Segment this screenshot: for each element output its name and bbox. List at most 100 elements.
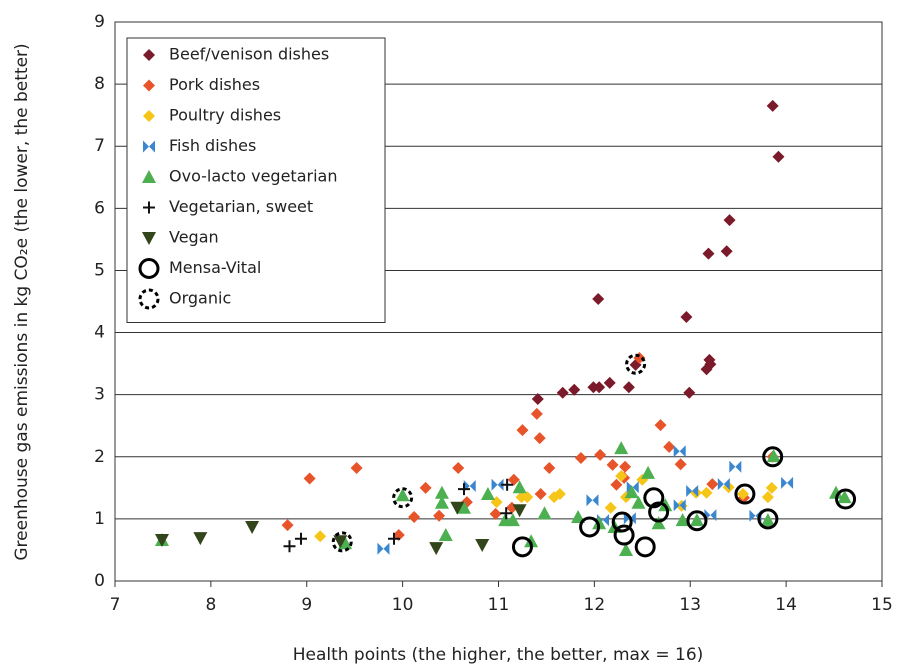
- diamond-marker: [587, 381, 600, 394]
- triangle-marker: [624, 485, 639, 499]
- dashed-circle-marker: [138, 288, 160, 310]
- diamond-marker: [452, 461, 465, 474]
- triangle-down-marker: [193, 532, 208, 546]
- diamond-marker: [723, 214, 736, 227]
- triangle-down-marker: [450, 501, 465, 515]
- triangle-down-marker: [512, 504, 527, 518]
- x-tick-label: 11: [488, 595, 510, 615]
- dashed-circle-marker: [625, 353, 647, 375]
- legend-label: Poultry dishes: [169, 106, 281, 125]
- triangle-marker: [828, 485, 843, 499]
- diamond-marker: [516, 424, 529, 437]
- triangle-marker: [689, 513, 704, 527]
- triangle-down-marker: [333, 535, 348, 549]
- diamond-marker: [408, 511, 421, 524]
- circle-marker: [579, 516, 601, 538]
- triangle-marker: [524, 534, 539, 548]
- triangle-marker: [641, 465, 656, 479]
- x-tick-label: 12: [584, 595, 606, 615]
- triangle-marker: [142, 170, 156, 183]
- diamond-marker: [314, 530, 327, 543]
- x-tick-label: 15: [871, 595, 893, 615]
- circle-marker: [648, 501, 670, 523]
- x-tick-label: 9: [301, 595, 312, 615]
- diamond-marker: [592, 293, 605, 306]
- bowtie-marker: [729, 460, 742, 473]
- y-tick-label: 5: [94, 260, 105, 280]
- diamond-marker: [766, 99, 779, 112]
- circle-marker: [757, 508, 779, 530]
- y-tick-label: 9: [94, 12, 105, 32]
- diamond-marker: [543, 461, 556, 474]
- diamond-marker: [521, 491, 534, 504]
- diamond-marker: [433, 509, 446, 522]
- diamond-marker: [736, 488, 749, 501]
- bowtie-marker: [673, 499, 686, 512]
- diamond-marker: [553, 488, 566, 501]
- diamond-marker: [663, 440, 676, 453]
- triangle-marker: [614, 441, 629, 455]
- x-axis-label: Health points (the higher, the better, m…: [293, 645, 704, 665]
- circle-marker: [611, 511, 633, 533]
- diamond-marker: [683, 386, 696, 399]
- diamond-marker: [531, 393, 544, 406]
- legend-label: Fish dishes: [169, 136, 256, 155]
- triangle-marker: [438, 528, 453, 542]
- diamond-marker: [507, 473, 520, 486]
- diamond-marker: [574, 452, 587, 465]
- plus-marker: [500, 507, 513, 520]
- triangle-marker: [434, 495, 449, 509]
- y-tick-label: 0: [94, 571, 105, 591]
- bowtie-marker: [143, 140, 155, 153]
- triangle-down-marker: [245, 520, 260, 534]
- triangle-down-marker: [142, 232, 156, 245]
- triangle-marker: [766, 449, 781, 463]
- bowtie-marker: [673, 445, 686, 458]
- triangle-down-marker: [475, 538, 490, 552]
- plus-marker: [457, 483, 470, 496]
- diamond-marker: [615, 470, 628, 483]
- bowtie-marker: [717, 478, 730, 491]
- diamond-marker: [622, 381, 635, 394]
- x-tick-label: 10: [392, 595, 414, 615]
- y-tick-label: 2: [94, 447, 105, 467]
- x-tick-label: 7: [110, 595, 121, 615]
- x-tick-label: 13: [679, 595, 701, 615]
- diamond-marker: [534, 488, 547, 501]
- triangle-marker: [512, 480, 527, 494]
- dashed-circle-marker: [331, 531, 353, 553]
- circle-marker: [634, 536, 656, 558]
- legend-label: Organic: [169, 289, 231, 308]
- diamond-marker: [720, 245, 733, 258]
- y-tick-label: 4: [94, 323, 105, 343]
- diamond-marker: [700, 486, 713, 499]
- circle-marker: [686, 510, 708, 532]
- triangle-marker: [434, 485, 449, 499]
- y-tick-label: 1: [94, 509, 105, 529]
- circle-marker: [734, 483, 756, 505]
- diamond-marker: [610, 478, 623, 491]
- legend-label: Beef/venison dishes: [169, 45, 329, 64]
- legend-label: Vegetarian, sweet: [169, 197, 313, 216]
- diamond-marker: [680, 311, 693, 324]
- triangle-marker: [456, 500, 471, 514]
- diamond-marker: [143, 49, 155, 61]
- diamond-marker: [654, 419, 667, 432]
- plus-marker: [283, 540, 296, 553]
- plot-frame: [114, 21, 883, 582]
- diamond-marker: [143, 110, 155, 122]
- bowtie-marker: [377, 542, 390, 555]
- plus-marker: [501, 478, 514, 491]
- triangle-marker: [505, 513, 520, 527]
- circle-marker: [835, 488, 857, 510]
- diamond-marker: [761, 491, 774, 504]
- diamond-marker: [765, 481, 778, 494]
- diamond-marker: [702, 247, 715, 260]
- triangle-marker: [619, 542, 634, 556]
- legend-label: Ovo-lacto vegetarian: [169, 167, 337, 186]
- diamond-marker: [489, 507, 502, 520]
- legend-label: Pork dishes: [169, 75, 260, 94]
- triangle-marker: [338, 536, 353, 550]
- circle-marker: [762, 446, 784, 468]
- y-tick-label: 3: [94, 385, 105, 405]
